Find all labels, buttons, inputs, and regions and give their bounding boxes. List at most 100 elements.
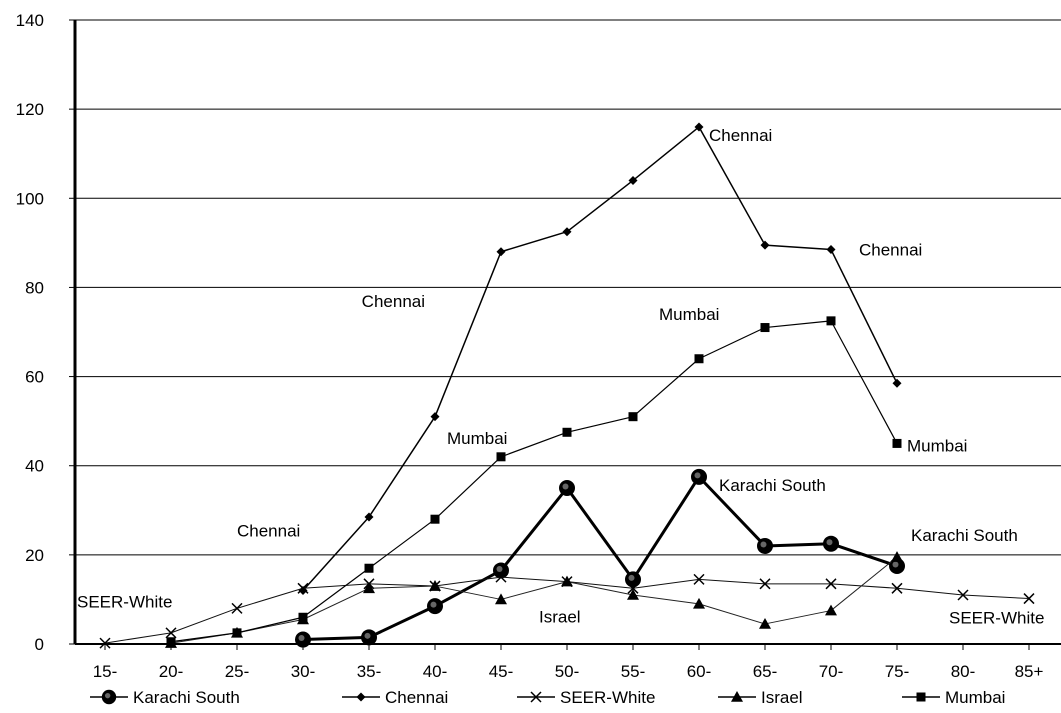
annotation-chennai: Chennai — [362, 292, 425, 311]
series-segment-karachi-south — [830, 542, 898, 568]
legend-item-karachi-south: Karachi South — [90, 688, 240, 707]
axes: 0 20 40 60 80 100 120 140 15- 20- 25- 30- 35- 40- 45- 5… — [16, 11, 1061, 681]
series-seer-white — [99, 571, 1035, 649]
series-segment-seer-white — [236, 587, 304, 609]
series-segment-mumbai — [236, 616, 304, 634]
series-segment-mumbai — [170, 632, 238, 643]
x-tick-label: 25- — [225, 662, 250, 681]
data-point-seer-white — [99, 637, 111, 649]
series-segment-mumbai — [764, 320, 832, 329]
data-point-chennai — [826, 245, 836, 255]
data-point-chennai — [694, 122, 704, 132]
data-point-israel — [495, 593, 507, 605]
legend-marker-karachi-south-highlight — [104, 692, 111, 699]
legend-label: Karachi South — [133, 688, 240, 707]
annotation-mumbai: Mumbai — [659, 305, 719, 324]
series-segment-seer-white — [698, 578, 766, 585]
data-point-seer-white — [891, 582, 903, 594]
data-point-chennai — [562, 227, 572, 237]
series-segment-israel — [566, 581, 634, 596]
annotation-chennai: Chennai — [237, 522, 300, 541]
series-segment-israel — [434, 585, 502, 600]
data-point-chennai — [364, 512, 374, 522]
series-chennai — [298, 122, 902, 596]
x-tick-label: 80- — [951, 662, 976, 681]
y-tick-label: 140 — [16, 11, 44, 30]
data-point-mumbai — [232, 628, 242, 638]
x-tick-label: 70- — [819, 662, 844, 681]
data-point-karachi-south-highlight — [496, 565, 503, 572]
data-point-seer-white — [627, 582, 639, 594]
y-tick-label: 80 — [25, 278, 44, 297]
series-segment-mumbai — [434, 456, 502, 520]
data-point-mumbai — [760, 323, 770, 333]
series-segment-israel — [368, 585, 436, 589]
x-tick-label: 20- — [159, 662, 184, 681]
data-point-karachi-south-highlight — [562, 483, 569, 490]
y-tick-label: 20 — [25, 546, 44, 565]
data-point-seer-white — [693, 573, 705, 585]
series-segment-seer-white — [434, 576, 502, 587]
data-point-chennai — [760, 240, 770, 250]
series-segment-seer-white — [962, 594, 1030, 600]
series-segment-chennai — [566, 179, 634, 233]
series-segment-mumbai — [698, 327, 766, 360]
series-segment-chennai — [434, 251, 502, 417]
data-point-karachi-south-highlight — [892, 561, 899, 568]
x-tick-label: 30- — [291, 662, 316, 681]
series-segment-mumbai — [302, 567, 370, 618]
x-tick-label: 45- — [489, 662, 514, 681]
series-segment-israel — [830, 556, 898, 611]
annotation-chennai: Chennai — [859, 241, 922, 260]
data-point-seer-white — [825, 578, 837, 590]
legend-item-israel: Israel — [718, 688, 803, 707]
x-tick-label: 55- — [621, 662, 646, 681]
series-segment-chennai — [698, 126, 766, 246]
data-point-seer-white — [1023, 593, 1035, 605]
data-point-mumbai — [430, 514, 440, 524]
data-point-mumbai — [298, 612, 308, 622]
series-segment-israel — [632, 594, 700, 605]
data-point-mumbai — [628, 412, 638, 422]
data-point-chennai — [496, 247, 506, 257]
legend-item-mumbai: Mumbai — [902, 688, 1005, 707]
series-segment-seer-white — [104, 632, 172, 644]
data-point-chennai — [628, 175, 638, 185]
data-point-seer-white — [495, 571, 507, 583]
data-point-seer-white — [231, 602, 243, 614]
annotation-seer-white: SEER-White — [77, 593, 172, 612]
annotation-mumbai: Mumbai — [907, 436, 967, 455]
data-point-israel — [627, 588, 639, 600]
series-israel — [165, 551, 903, 648]
series-segment-karachi-south — [499, 487, 569, 572]
x-tick-label: 60- — [687, 662, 712, 681]
series-segment-mumbai — [500, 431, 568, 458]
annotation-chennai: Chennai — [709, 126, 772, 145]
data-point-israel — [429, 580, 441, 591]
series-segment-chennai — [302, 516, 370, 592]
annotation-karachi-south: Karachi South — [911, 526, 1018, 545]
data-point-mumbai — [364, 563, 374, 573]
legend-label: Israel — [761, 688, 803, 707]
annotation-karachi-south: Karachi South — [719, 476, 826, 495]
series-segment-seer-white — [302, 583, 370, 589]
legend-label: Mumbai — [945, 688, 1005, 707]
data-point-seer-white — [165, 627, 177, 639]
series-segment-israel — [500, 581, 568, 600]
series-segment-chennai — [368, 416, 436, 518]
legend: Karachi South Chennai SEER-White Israel Mumb… — [90, 688, 1005, 707]
series-segment-mumbai — [566, 416, 634, 433]
legend-marker-seer-white — [530, 691, 542, 703]
data-point-mumbai — [826, 316, 836, 326]
data-point-mumbai — [166, 637, 176, 647]
series-segment-seer-white — [896, 587, 964, 596]
data-point-seer-white — [957, 589, 969, 601]
series-segment-chennai — [632, 126, 700, 182]
annotation-israel: Israel — [539, 608, 581, 627]
series-segment-israel — [764, 610, 832, 625]
series-segment-seer-white — [170, 607, 238, 634]
y-tick-label: 100 — [16, 189, 44, 208]
data-point-chennai — [892, 378, 902, 388]
annotations: Chennai Chennai Chennai Chennai Mumbai Mumbai… — [77, 126, 1044, 628]
y-tick-label: 0 — [35, 635, 44, 654]
